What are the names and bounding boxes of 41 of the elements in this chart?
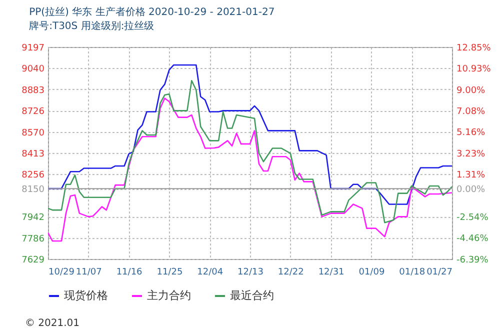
y-tick-label: 7629 — [22, 256, 45, 266]
y2-tick-label: 0.00% — [456, 185, 486, 196]
legend-label: 最近合约 — [230, 289, 274, 302]
x-tick-label: 12/31 — [318, 268, 344, 278]
x-tick-label: 12/22 — [278, 268, 304, 278]
x-tick-label: 01/18 — [399, 268, 426, 278]
y2-tick-label: 3.23% — [456, 150, 486, 160]
x-tick-label: 11/07 — [76, 268, 102, 278]
y-tick-label: 8413 — [22, 150, 44, 160]
y-tick-label: 8150 — [22, 185, 45, 196]
x-tick-label: 11/25 — [156, 268, 183, 278]
x-tick-label: 10/29 — [48, 268, 75, 278]
x-tick-label: 12/04 — [197, 268, 224, 278]
chart-subtitle: 牌号:T30S 用途级别:拉丝级 — [29, 20, 154, 32]
y2-tick-label: 5.16% — [456, 128, 486, 138]
y-tick-label: 8256 — [22, 170, 45, 181]
chart-title: PP(拉丝) 华东 生产者价格 2020-10-29 - 2021-01-27 — [29, 6, 275, 18]
y2-tick-label: 9.00% — [456, 86, 486, 96]
line-series — [48, 98, 452, 242]
y2-tick-label: -2.54% — [456, 213, 489, 224]
y-tick-label: 8883 — [22, 86, 44, 96]
y-tick-label: 8726 — [22, 107, 45, 118]
y2-tick-label: 10.93% — [456, 64, 492, 75]
x-tick-label: 01/27 — [426, 268, 452, 278]
y2-tick-label: -4.46% — [456, 234, 489, 244]
y-tick-label: 8570 — [22, 128, 45, 138]
y2-tick-label: 7.08% — [456, 107, 486, 118]
y-tick-label: 9197 — [22, 44, 44, 54]
legend-label: 主力合约 — [147, 289, 191, 302]
y2-tick-label: 1.31% — [456, 170, 486, 181]
y2-tick-label: 12.85% — [456, 44, 492, 54]
y-tick-label: 7786 — [22, 234, 45, 244]
y-tick-label: 7942 — [22, 213, 44, 224]
x-tick-label: 11/16 — [116, 268, 143, 278]
x-tick-label: 12/13 — [238, 268, 264, 278]
y2-tick-label: -6.39% — [456, 256, 489, 266]
y-tick-label: 9040 — [22, 64, 45, 75]
legend-label: 现货价格 — [64, 289, 108, 302]
x-tick-label: 01/09 — [358, 268, 385, 278]
text: © 2021.01 — [25, 318, 80, 329]
line-series — [48, 80, 452, 224]
